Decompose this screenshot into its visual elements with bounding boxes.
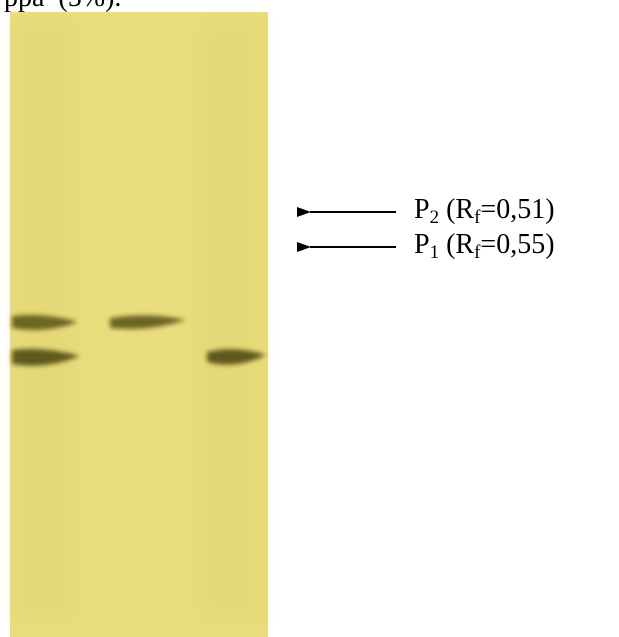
spot-label: P2 (Rf=0,51)	[414, 194, 555, 228]
caption-fragment: ppa (5%).	[4, 0, 121, 13]
label-sub: 1	[430, 242, 440, 263]
label-rest: =0,55)	[480, 229, 554, 260]
label-sub: 2	[430, 207, 440, 228]
page: {"caption_fragment": "ppa (5%).", "label…	[0, 0, 619, 637]
label-open: (R	[439, 194, 474, 225]
label-main: P	[414, 229, 430, 260]
label-main: P	[414, 194, 430, 225]
label-rest: =0,51)	[480, 194, 554, 225]
figure: ppa (5%). P2 (Rf=0,51) P1 (Rf=0,55)	[0, 0, 619, 637]
label-open: (R	[439, 229, 474, 260]
spot-label: P1 (Rf=0,55)	[414, 229, 555, 263]
